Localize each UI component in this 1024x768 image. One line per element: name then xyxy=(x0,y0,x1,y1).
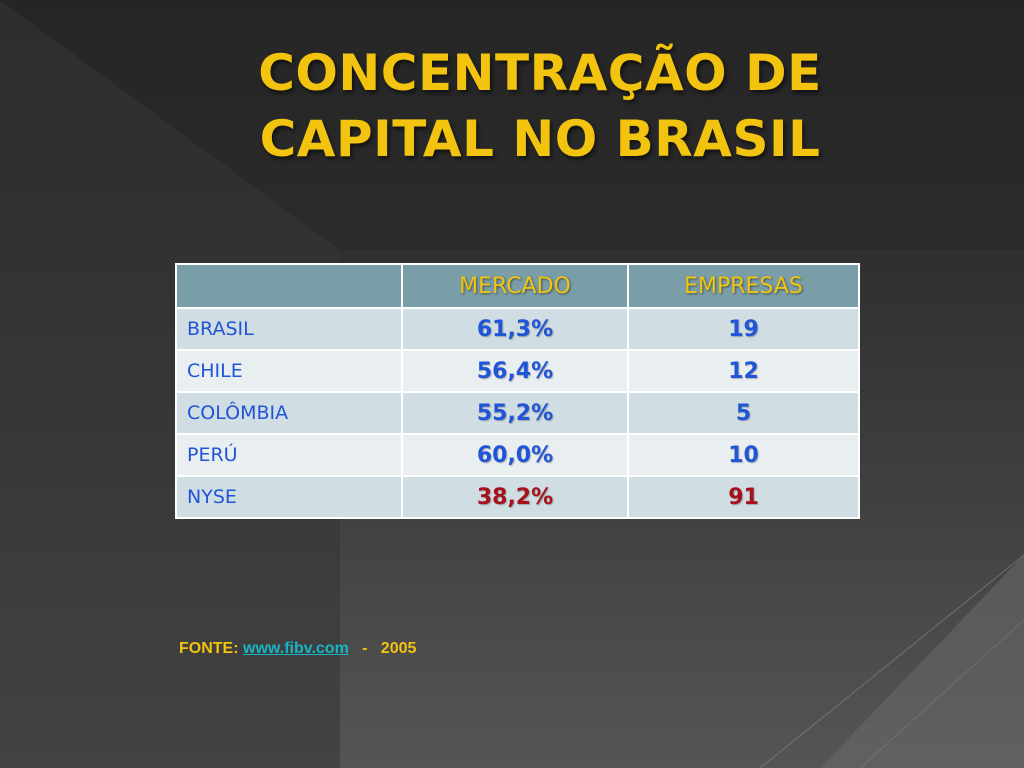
empresas-cell: 5 xyxy=(627,391,860,435)
mercado-cell: 60,0% xyxy=(401,433,629,477)
table-row: CHILE 56,4% 12 xyxy=(175,349,860,393)
source-note: FONTE: www.fibv.com - 2005 xyxy=(179,640,416,658)
empresas-cell: 19 xyxy=(627,307,860,351)
table-header-row: MERCADO EMPRESAS xyxy=(175,263,860,309)
country-cell: COLÔMBIA xyxy=(175,391,403,435)
mercado-cell: 38,2% xyxy=(401,475,629,519)
source-label: FONTE: xyxy=(179,640,243,657)
country-cell: BRASIL xyxy=(175,307,403,351)
mercado-cell: 55,2% xyxy=(401,391,629,435)
table-row: PERÚ 60,0% 10 xyxy=(175,433,860,477)
header-country xyxy=(175,263,403,309)
data-table: MERCADO EMPRESAS BRASIL 61,3% 19 CHILE 5… xyxy=(175,263,860,519)
empresas-cell: 12 xyxy=(627,349,860,393)
table-row: NYSE 38,2% 91 xyxy=(175,475,860,519)
mercado-cell: 61,3% xyxy=(401,307,629,351)
table-row: COLÔMBIA 55,2% 5 xyxy=(175,391,860,435)
source-link[interactable]: www.fibv.com xyxy=(243,640,349,657)
country-cell: PERÚ xyxy=(175,433,403,477)
source-year: 2005 xyxy=(380,640,417,657)
header-empresas: EMPRESAS xyxy=(627,263,860,309)
source-separator: - xyxy=(348,640,381,657)
country-cell: CHILE xyxy=(175,349,403,393)
empresas-cell: 91 xyxy=(627,475,860,519)
country-cell: NYSE xyxy=(175,475,403,519)
empresas-cell: 10 xyxy=(627,433,860,477)
slide-title: CONCENTRAÇÃO DE CAPITAL NO BRASIL xyxy=(258,44,822,168)
header-mercado: MERCADO xyxy=(401,263,629,309)
mercado-cell: 56,4% xyxy=(401,349,629,393)
table-row: BRASIL 61,3% 19 xyxy=(175,307,860,351)
